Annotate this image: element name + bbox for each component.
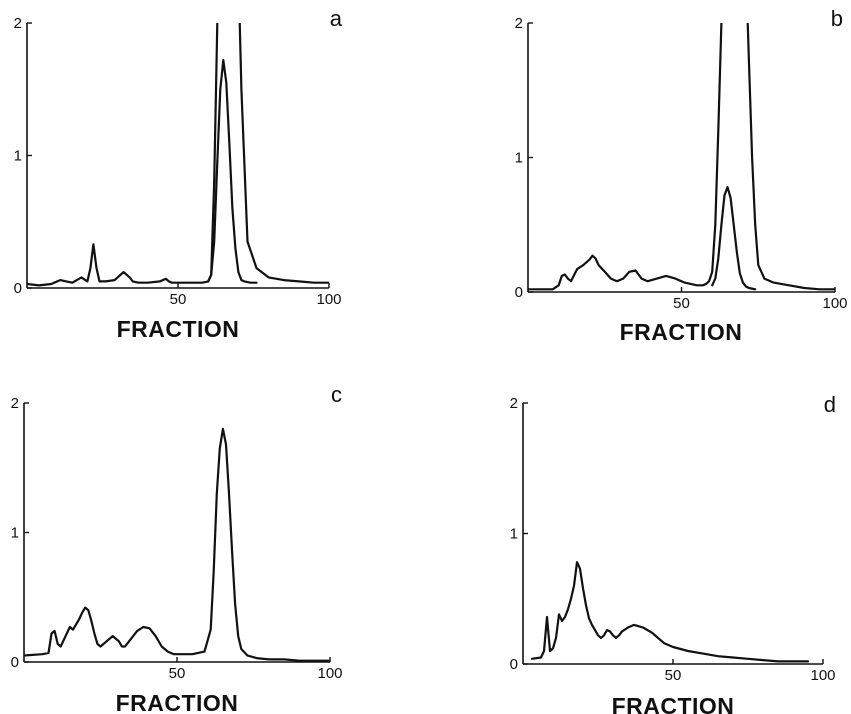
y-tick-label: 1 — [14, 148, 22, 165]
y-tick-label: 2 — [515, 15, 523, 32]
x-tick-label: 50 — [673, 295, 690, 312]
series-group — [27, 23, 329, 287]
panel-d: 0 1 2 50 100 FRACTION d — [510, 392, 836, 714]
x-tick-label: 50 — [665, 667, 682, 684]
x-axis-label: FRACTION — [116, 690, 239, 714]
y-tick-label: 1 — [11, 525, 19, 542]
y-tick-label: 0 — [515, 284, 523, 301]
series-line — [27, 23, 329, 287]
series-line — [711, 186, 757, 291]
y-tick-label: 1 — [510, 526, 518, 543]
panel-label: c — [331, 382, 342, 407]
y-tick-label: 0 — [11, 654, 19, 671]
series-line — [528, 23, 835, 291]
panel-label: b — [831, 6, 843, 31]
x-axis-label: FRACTION — [117, 316, 240, 342]
y-tick-label: 2 — [14, 15, 22, 32]
panel-label: d — [824, 392, 836, 417]
series-line — [24, 427, 330, 662]
panel-label: a — [330, 6, 343, 31]
x-tick-label: 100 — [317, 665, 342, 682]
y-tick-label: 2 — [510, 395, 518, 412]
series-group — [528, 23, 835, 291]
series-line — [207, 59, 258, 284]
y-tick-label: 1 — [515, 150, 523, 167]
x-axis-label: FRACTION — [612, 693, 735, 714]
y-tick-label: 2 — [11, 395, 19, 412]
panel-c: 0 1 2 50 100 FRACTION c — [11, 382, 343, 714]
x-tick-label: 100 — [822, 295, 847, 312]
panel-a: 0 1 2 50 100 FRACTION a — [14, 6, 343, 342]
x-tick-label: 50 — [169, 665, 186, 682]
y-tick-label: 0 — [510, 656, 518, 673]
series-line — [530, 561, 810, 663]
x-tick-label: 50 — [170, 291, 187, 308]
x-tick-label: 100 — [810, 667, 835, 684]
y-tick-label: 0 — [14, 280, 22, 297]
x-axis-label: FRACTION — [620, 319, 743, 345]
series-group — [530, 561, 810, 663]
series-group — [24, 427, 330, 662]
x-tick-label: 100 — [316, 291, 341, 308]
panel-b: 0 1 2 50 100 FRACTION b — [515, 6, 848, 345]
